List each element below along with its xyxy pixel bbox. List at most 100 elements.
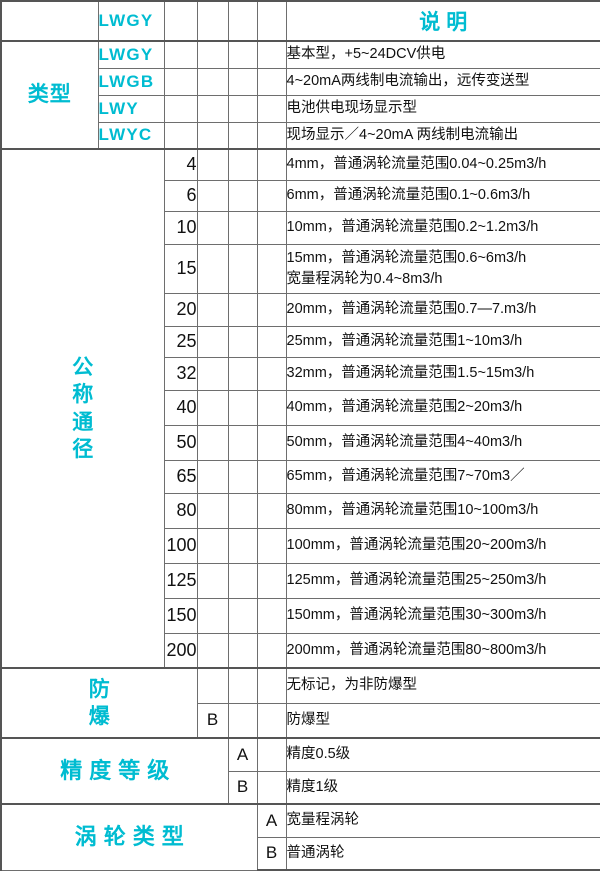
diameter-spacer-13-1	[197, 598, 228, 633]
diameter-size-6: 32	[164, 357, 197, 390]
explosion-proof-code-0	[197, 668, 228, 703]
diameter-spacer-2-1	[197, 211, 228, 244]
diameter-spacer-7-3	[257, 390, 286, 425]
diameter-description-13: 150mm，普通涡轮流量范围30~300m3/h	[286, 598, 600, 633]
type-spacer-0-2	[197, 41, 228, 68]
type-spacer-3-4	[257, 122, 286, 149]
diameter-spacer-13-2	[228, 598, 257, 633]
header-model-code: LWGY	[98, 1, 164, 41]
diameter-spacer-11-3	[257, 528, 286, 563]
diameter-spacer-0-1	[197, 149, 228, 180]
type-spacer-0-3	[228, 41, 257, 68]
type-spacer-1-4	[257, 68, 286, 95]
diameter-spacer-3-1	[197, 244, 228, 293]
type-description-0: 基本型，+5~24DCV供电	[286, 41, 600, 68]
diameter-description-10: 80mm，普通涡轮流量范围10~100m3/h	[286, 493, 600, 528]
diameter-spacer-10-2	[228, 493, 257, 528]
diameter-description-8: 50mm，普通涡轮流量范围4~40m3/h	[286, 425, 600, 460]
diameter-description-6: 32mm，普通涡轮流量范围1.5~15m3/h	[286, 357, 600, 390]
diameter-spacer-2-3	[257, 211, 286, 244]
header-spacer-2	[197, 1, 228, 41]
explosion-proof-spacer-1-1	[228, 703, 257, 738]
diameter-size-3: 15	[164, 244, 197, 293]
accuracy-grade-spacer-0-1	[257, 738, 286, 771]
explosion-proof-spacer-1-2	[257, 703, 286, 738]
diameter-spacer-6-3	[257, 357, 286, 390]
diameter-size-10: 80	[164, 493, 197, 528]
diameter-spacer-6-1	[197, 357, 228, 390]
turbine-type-code-1: B	[257, 837, 286, 870]
explosion-proof-description-1: 防爆型	[286, 703, 600, 738]
explosion-proof-spacer-0-1	[228, 668, 257, 703]
diameter-spacer-14-3	[257, 633, 286, 668]
diameter-spacer-9-2	[228, 460, 257, 493]
diameter-description-9: 65mm，普通涡轮流量范围7~70m3／	[286, 460, 600, 493]
diameter-spacer-8-2	[228, 425, 257, 460]
diameter-spacer-8-1	[197, 425, 228, 460]
header-description-label: 说明	[286, 1, 600, 41]
diameter-spacer-0-2	[228, 149, 257, 180]
accuracy-grade-spacer-1-1	[257, 771, 286, 804]
diameter-spacer-4-1	[197, 293, 228, 326]
diameter-spacer-11-2	[228, 528, 257, 563]
table-row: 防爆 无标记，为非防爆型	[1, 668, 600, 703]
diameter-spacer-12-1	[197, 563, 228, 598]
diameter-spacer-2-2	[228, 211, 257, 244]
diameter-spacer-1-3	[257, 180, 286, 211]
diameter-size-14: 200	[164, 633, 197, 668]
diameter-description-11: 100mm，普通涡轮流量范围20~200m3/h	[286, 528, 600, 563]
type-code-1: LWGB	[98, 68, 164, 95]
diameter-spacer-9-1	[197, 460, 228, 493]
diameter-spacer-11-1	[197, 528, 228, 563]
accuracy-grade-description-0: 精度0.5级	[286, 738, 600, 771]
diameter-spacer-5-2	[228, 326, 257, 357]
diameter-size-0: 4	[164, 149, 197, 180]
type-code-2: LWY	[98, 95, 164, 122]
table-row: 类型 LWGY 基本型，+5~24DCV供电	[1, 41, 600, 68]
section-label-explosion-proof: 防爆	[1, 668, 197, 738]
turbine-type-code-0: A	[257, 804, 286, 837]
type-spacer-1-3	[228, 68, 257, 95]
diameter-size-9: 65	[164, 460, 197, 493]
diameter-description-14: 200mm，普通涡轮流量范围80~800m3/h	[286, 633, 600, 668]
diameter-size-5: 25	[164, 326, 197, 357]
diameter-spacer-12-2	[228, 563, 257, 598]
type-code-0: LWGY	[98, 41, 164, 68]
type-spacer-1-1	[164, 68, 197, 95]
section-label-accuracy-grade: 精度等级	[1, 738, 228, 804]
diameter-spacer-5-1	[197, 326, 228, 357]
diameter-spacer-1-2	[228, 180, 257, 211]
type-spacer-3-1	[164, 122, 197, 149]
turbine-type-description-0: 宽量程涡轮	[286, 804, 600, 837]
diameter-spacer-9-3	[257, 460, 286, 493]
diameter-size-8: 50	[164, 425, 197, 460]
header-spacer-4	[257, 1, 286, 41]
diameter-spacer-4-3	[257, 293, 286, 326]
explosion-proof-spacer-0-2	[257, 668, 286, 703]
diameter-spacer-5-3	[257, 326, 286, 357]
diameter-spacer-6-2	[228, 357, 257, 390]
diameter-size-13: 150	[164, 598, 197, 633]
table-row: 涡轮类型 A 宽量程涡轮	[1, 804, 600, 837]
diameter-spacer-8-3	[257, 425, 286, 460]
diameter-spacer-3-2	[228, 244, 257, 293]
type-spacer-3-2	[197, 122, 228, 149]
type-spacer-1-2	[197, 68, 228, 95]
accuracy-grade-code-1: B	[228, 771, 257, 804]
diameter-spacer-12-3	[257, 563, 286, 598]
type-description-1: 4~20mA两线制电流输出，远传变送型	[286, 68, 600, 95]
section-label-type: 类型	[1, 41, 98, 149]
diameter-spacer-4-2	[228, 293, 257, 326]
type-description-2: 电池供电现场显示型	[286, 95, 600, 122]
diameter-description-3-line2: 宽量程涡轮为0.4~8m3/h	[287, 269, 600, 289]
header-spacer-1	[164, 1, 197, 41]
diameter-size-1: 6	[164, 180, 197, 211]
diameter-size-12: 125	[164, 563, 197, 598]
diameter-description-3-line1: 15mm，普通涡轮流量范围0.6~6m3/h	[287, 248, 600, 268]
type-spacer-2-4	[257, 95, 286, 122]
diameter-description-0: 4mm，普通涡轮流量范围0.04~0.25m3/h	[286, 149, 600, 180]
diameter-spacer-10-3	[257, 493, 286, 528]
table-row: 公称通径 4 4mm，普通涡轮流量范围0.04~0.25m3/h	[1, 149, 600, 180]
type-spacer-2-1	[164, 95, 197, 122]
diameter-size-7: 40	[164, 390, 197, 425]
